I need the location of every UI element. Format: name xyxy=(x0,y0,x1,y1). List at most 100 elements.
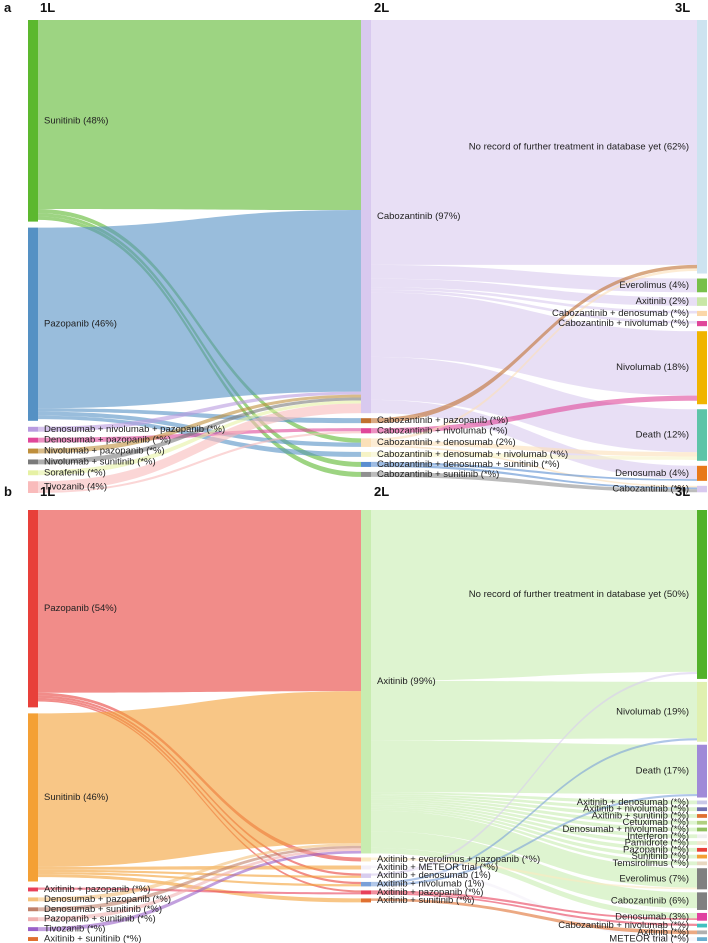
node-bar-a-a2-cs xyxy=(361,471,371,477)
flow-b-b1-ps-to-b2-axi xyxy=(38,848,361,922)
node-label-a-a1-dnp: Denosumab + nivolumab + pazopanib (*%) xyxy=(44,424,225,435)
node-label-a-a3-niv: Nivolumab (18%) xyxy=(616,362,689,373)
node-label-b-b3-axi: Axitinib (*%) xyxy=(637,927,689,938)
flow-b-b2-axi-to-b3-niv xyxy=(371,680,697,741)
node-bar-a-a3-cab xyxy=(697,485,707,493)
flow-a-a2-cd-to-a3-death xyxy=(371,440,697,457)
node-bar-a-a1-sun xyxy=(28,20,38,222)
flow-b-b2-axi-to-b3-den xyxy=(371,847,697,919)
flow-b-b2-axi-to-b3-an xyxy=(371,794,697,812)
node-bar-b-b3-niv xyxy=(697,681,707,742)
node-label-b-b3-ifn: Interferon (*%) xyxy=(627,831,689,842)
node-label-a-a3-den: Denosumab (4%) xyxy=(615,468,689,479)
node-label-a-a1-sun: Sunitinib (48%) xyxy=(44,115,108,126)
node-bar-a-a2-cdn xyxy=(361,451,371,457)
node-label-b-b1-as: Axitinib + sunitinib (*%) xyxy=(44,934,141,943)
flow-b-b2-axi-to-b3-ad xyxy=(371,792,697,805)
node-bar-a-a1-sor xyxy=(28,470,38,476)
node-label-a-a2-cab: Cabozantinib (97%) xyxy=(377,211,460,222)
flow-b-b1-sun-to-b2-amt xyxy=(38,865,361,870)
node-label-b-b1-ds: Denosumab + sunitinib (*%) xyxy=(44,904,162,915)
node-label-b-b3-met: METEOR trial (*%) xyxy=(609,934,689,943)
node-label-b-b3-an: Axitinib + nivolumab (*%) xyxy=(583,804,689,815)
node-label-a-a3-axi: Axitinib (2%) xyxy=(636,296,689,307)
node-bar-a-a3-none xyxy=(697,20,707,274)
node-bar-a-a3-den xyxy=(697,465,707,481)
node-bar-b-b1-ap xyxy=(28,887,38,892)
node-label-b-b1-paz: Pazopanib (54%) xyxy=(44,603,117,614)
node-label-b-b3-den: Denosumab (3%) xyxy=(615,911,689,922)
flow-a-a2-cdn-to-a3-death xyxy=(371,451,697,460)
flow-a-a1-tiv-to-a2-cab xyxy=(38,403,361,491)
column-header-1l-b: 1L xyxy=(40,484,55,499)
node-bar-b-b3-paz xyxy=(697,847,707,852)
flow-b-b2-axi-to-b3-dn xyxy=(371,799,697,832)
flow-b-b1-ds-to-b2-axi xyxy=(38,845,361,912)
node-bar-b-b2-axi xyxy=(361,510,371,854)
flow-b-b2-axi-to-b3-ifn xyxy=(371,801,697,839)
labels-layer: Sunitinib (48%) Pazopanib (46%) Denosumab … xyxy=(44,115,689,943)
node-bar-b-b3-eve xyxy=(697,868,707,890)
flow-b-b1-sun-to-b2-ad xyxy=(38,869,361,878)
node-bar-a-a1-tiv xyxy=(28,481,38,493)
node-label-a-a1-paz: Pazopanib (46%) xyxy=(44,319,117,330)
flow-a-a2-cab-to-a3-death xyxy=(371,356,697,453)
node-bar-b-b3-sun xyxy=(697,854,707,859)
column-header-1l-a: 1L xyxy=(40,0,55,15)
flow-a-a1-sun-to-a2-cab xyxy=(38,20,361,211)
node-label-b-b3-dn: Denosumab + nivolumab (*%) xyxy=(563,824,689,835)
flow-a-a2-cab-to-a3-cn xyxy=(371,289,697,324)
node-bar-b-b3-ifn xyxy=(697,834,707,839)
node-bar-b-b3-axi xyxy=(697,930,707,935)
flow-b-b2-axi-to-b3-as xyxy=(371,795,697,818)
node-label-b-b3-paz: Pazopanib (*%) xyxy=(623,844,689,855)
node-label-b-b2-as: Axitinib + sunitinib (*%) xyxy=(377,895,474,906)
node-bar-a-a3-eve xyxy=(697,278,707,293)
flow-b-b1-paz-to-b2-axi xyxy=(38,510,361,693)
flow-a-a1-paz-to-a2-cab xyxy=(38,210,361,409)
flow-b-b2-axi-to-b3-pam xyxy=(371,803,697,845)
node-bar-b-b1-ps xyxy=(28,917,38,922)
node-bar-a-a1-dnp xyxy=(28,426,38,432)
node-label-a-a2-cp: Cabozantinib + pazopanib (*%) xyxy=(377,415,508,426)
node-bar-b-b2-aemp xyxy=(361,857,371,862)
node-label-a-a2-cn: Cabozantinib + nivolumab (*%) xyxy=(377,425,508,436)
flow-a-a2-cd-to-a3-none xyxy=(371,268,697,441)
node-label-b-b3-cet: Cetuximab (*%) xyxy=(622,817,689,828)
node-bar-a-a2-cp xyxy=(361,418,371,424)
node-label-b-b3-cab: Cabozantinib (6%) xyxy=(611,896,689,907)
node-bar-b-b3-pam xyxy=(697,841,707,845)
node-bar-b-b1-tiv xyxy=(28,927,38,932)
node-label-b-b3-ad: Axitinib + denosumab (*%) xyxy=(577,797,689,808)
flow-b-b2-an-to-b3-death xyxy=(371,794,697,887)
flow-a-a2-cab-to-a3-cd xyxy=(371,287,697,314)
flow-a-a2-cab-to-a3-none xyxy=(371,20,697,265)
flow-b-b2-ad-to-b3-none xyxy=(371,671,697,876)
flow-a-a2-cds-to-a3-cab xyxy=(371,464,697,490)
flow-b-b2-as-to-b3-axi xyxy=(371,898,697,935)
node-bar-b-b1-paz xyxy=(28,510,38,708)
node-bar-b-b3-cet xyxy=(697,820,707,825)
node-bar-b-b1-as xyxy=(28,937,38,941)
flow-b-b2-axi-to-b3-sun xyxy=(371,807,697,859)
node-label-b-b1-tiv: Tivozanib (*%) xyxy=(44,924,105,935)
node-label-b-b3-eve: Everolimus (7%) xyxy=(619,873,689,884)
flow-b-b2-ap-to-b3-cn xyxy=(371,892,697,926)
node-bar-a-a2-cds xyxy=(361,461,371,467)
node-bar-b-b3-cab xyxy=(697,892,707,910)
node-label-b-b3-cn: Cabozantinib + nivolumab (*%) xyxy=(558,920,689,931)
node-bar-b-b2-an xyxy=(361,881,371,887)
flow-a-a1-dp-to-a2-cn xyxy=(38,428,361,443)
panel-letter-b: b xyxy=(4,484,12,499)
flow-a-a1-ns-to-a2-cab xyxy=(38,397,361,465)
node-label-a-a3-cn: Cabozantinib + nivolumab (*%) xyxy=(558,318,689,329)
node-label-a-a2-cds: Cabozantinib + denosumab + sunitinib (*%… xyxy=(377,459,560,470)
node-bar-a-a1-ns xyxy=(28,459,38,465)
node-label-a-a2-cdn: Cabozantinib + denosumab + nivolumab (*%… xyxy=(377,449,568,460)
node-label-a-a3-none: No record of further treatment in databa… xyxy=(469,141,689,152)
node-bar-a-a3-cn xyxy=(697,321,707,327)
flow-a-a2-cd-to-a3-cab xyxy=(371,445,697,488)
node-bar-b-b3-as xyxy=(697,814,707,818)
node-bar-b-b2-amt xyxy=(361,865,371,870)
